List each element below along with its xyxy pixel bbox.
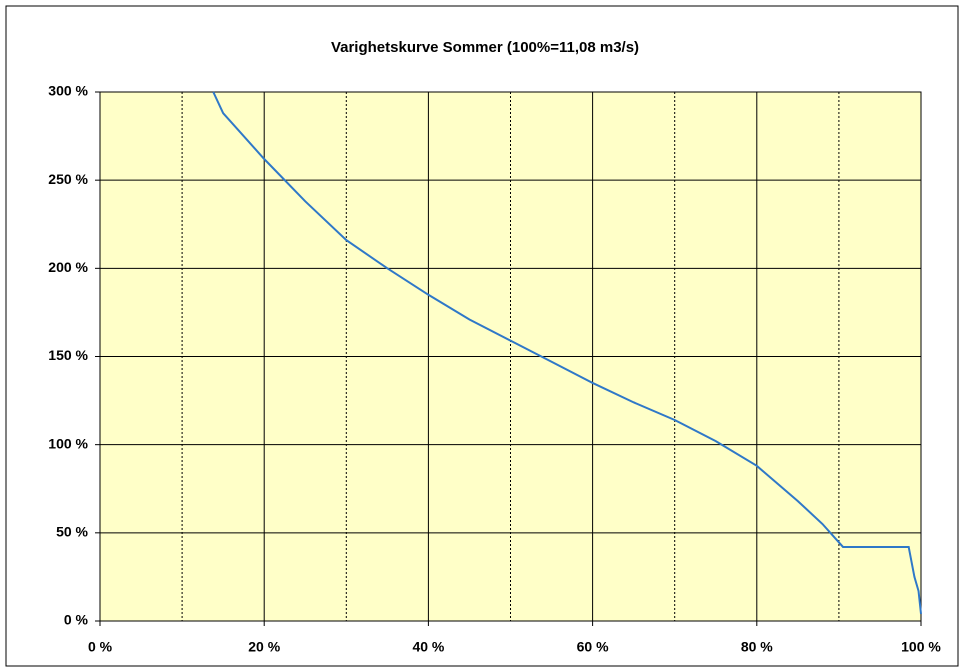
- y-tick-label: 100 %: [48, 435, 88, 451]
- x-tick-label: 80 %: [741, 639, 773, 655]
- data-line: [212, 91, 922, 615]
- plot-border: [99, 91, 922, 622]
- x-tick-label: 40 %: [412, 639, 444, 655]
- x-tick-label: 60 %: [577, 639, 609, 655]
- y-tick-label: 50 %: [56, 524, 88, 540]
- y-tick-label: 200 %: [48, 259, 88, 275]
- x-tick-label: 100 %: [901, 639, 941, 655]
- chart-title: Varighetskurve Sommer (100%=11,08 m3/s): [331, 39, 639, 56]
- y-tick-label: 300 %: [48, 83, 88, 99]
- y-tick-label: 250 %: [48, 171, 88, 187]
- y-tick-label: 0 %: [64, 612, 89, 628]
- y-tick-label: 150 %: [48, 347, 88, 363]
- x-tick-label: 0 %: [88, 639, 113, 655]
- x-tick-label: 20 %: [248, 639, 280, 655]
